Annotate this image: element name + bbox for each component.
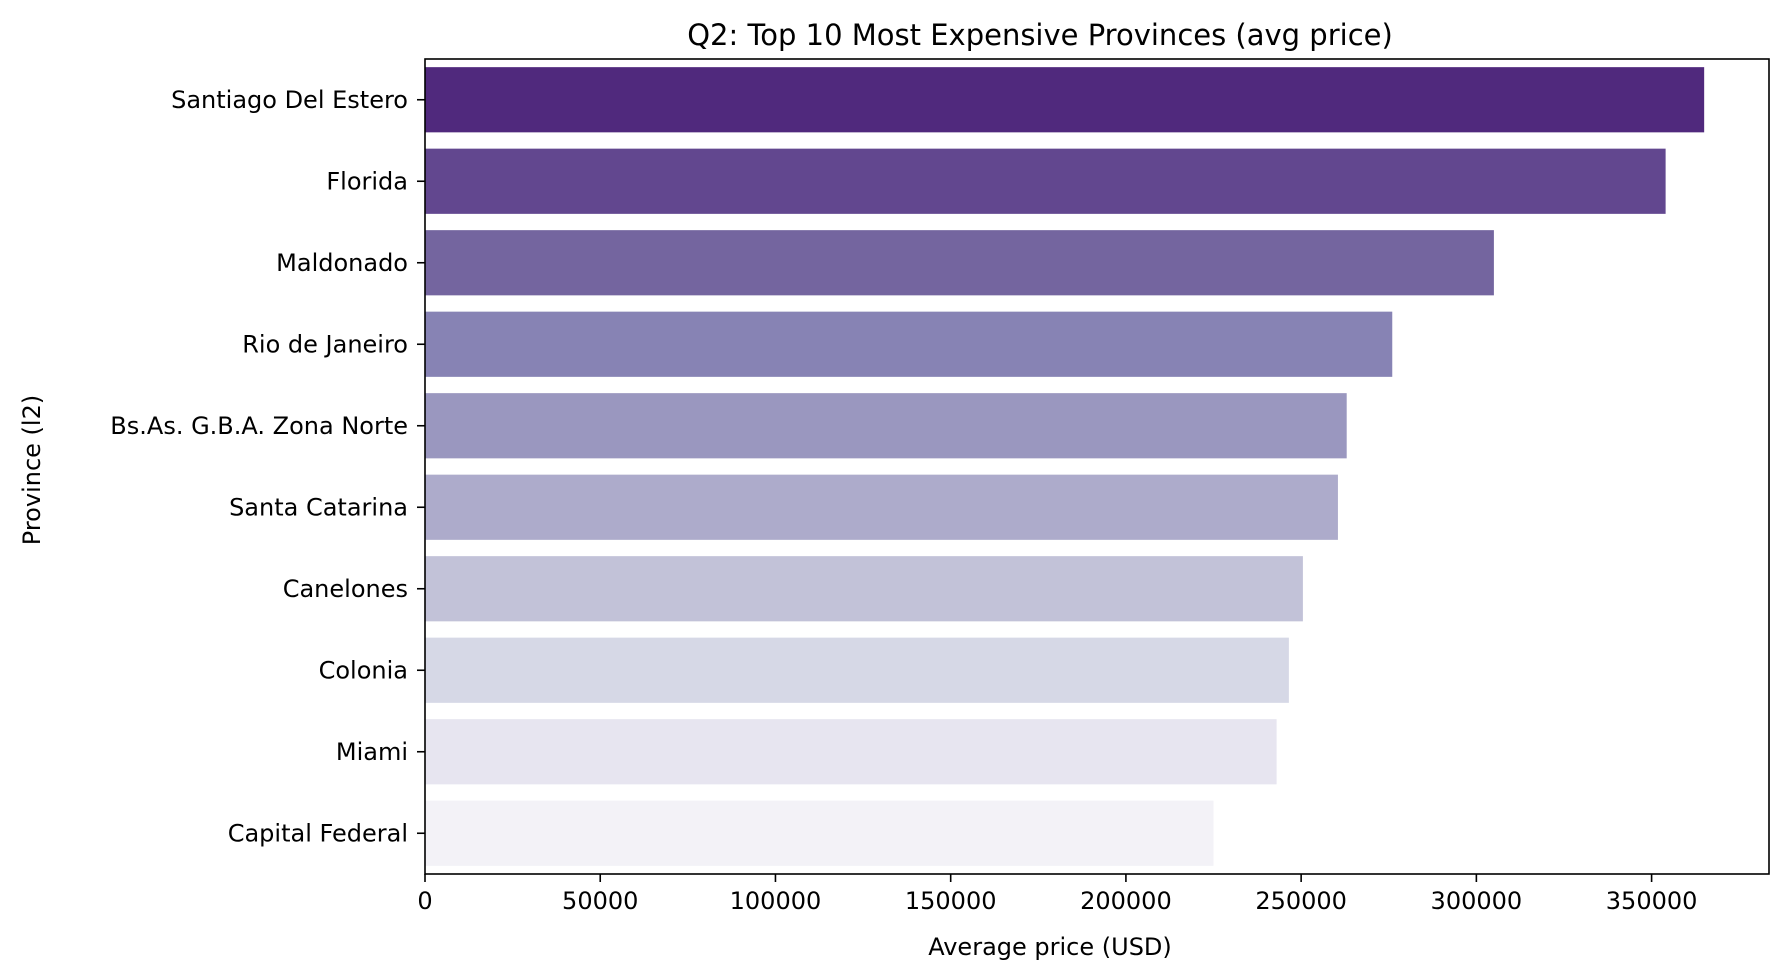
bar-6 [425, 556, 1303, 622]
x-tick-label-2: 100000 [730, 887, 822, 915]
x-tick-label-7: 350000 [1606, 887, 1698, 915]
x-tick-label-3: 150000 [905, 887, 997, 915]
bars-group [425, 67, 1705, 866]
y-tick-label-2: Maldonado [276, 249, 408, 277]
x-tick-label-5: 250000 [1255, 887, 1347, 915]
bar-9 [425, 800, 1214, 866]
y-tick-label-4: Bs.As. G.B.A. Zona Norte [110, 412, 408, 440]
chart-title: Q2: Top 10 Most Expensive Provinces (avg… [687, 18, 1393, 52]
bar-3 [425, 311, 1393, 377]
y-tick-label-1: Florida [326, 167, 408, 195]
bar-1 [425, 148, 1666, 214]
y-tick-label-0: Santiago Del Estero [171, 86, 408, 114]
x-tick-label-1: 50000 [562, 887, 638, 915]
plot-area-frame [424, 58, 1770, 875]
y-tick-label-3: Rio de Janeiro [242, 330, 408, 358]
y-axis-label: Province (l2) [18, 395, 46, 545]
bar-7 [425, 637, 1289, 703]
x-axis-ticks: 0 50000 100000 150000 200000 250000 300000 3500… [417, 874, 1697, 915]
y-tick-label-9: Capital Federal [228, 819, 408, 847]
y-tick-label-5: Santa Catarina [229, 493, 408, 521]
y-tick-label-6: Canelones [283, 575, 408, 603]
bar-5 [425, 474, 1338, 540]
bar-4 [425, 393, 1347, 459]
x-tick-label-6: 300000 [1431, 887, 1523, 915]
y-tick-label-8: Miami [336, 738, 408, 766]
x-axis-label: Average price (USD) [928, 933, 1172, 961]
bar-2 [425, 230, 1494, 296]
y-tick-label-7: Colonia [319, 656, 408, 684]
bar-0 [425, 67, 1705, 133]
x-tick-label-4: 200000 [1080, 887, 1172, 915]
y-axis-ticks: Santiago Del Estero Florida Maldonado Rio d… [110, 86, 425, 847]
bar-8 [425, 719, 1277, 785]
x-tick-label-0: 0 [417, 887, 432, 915]
